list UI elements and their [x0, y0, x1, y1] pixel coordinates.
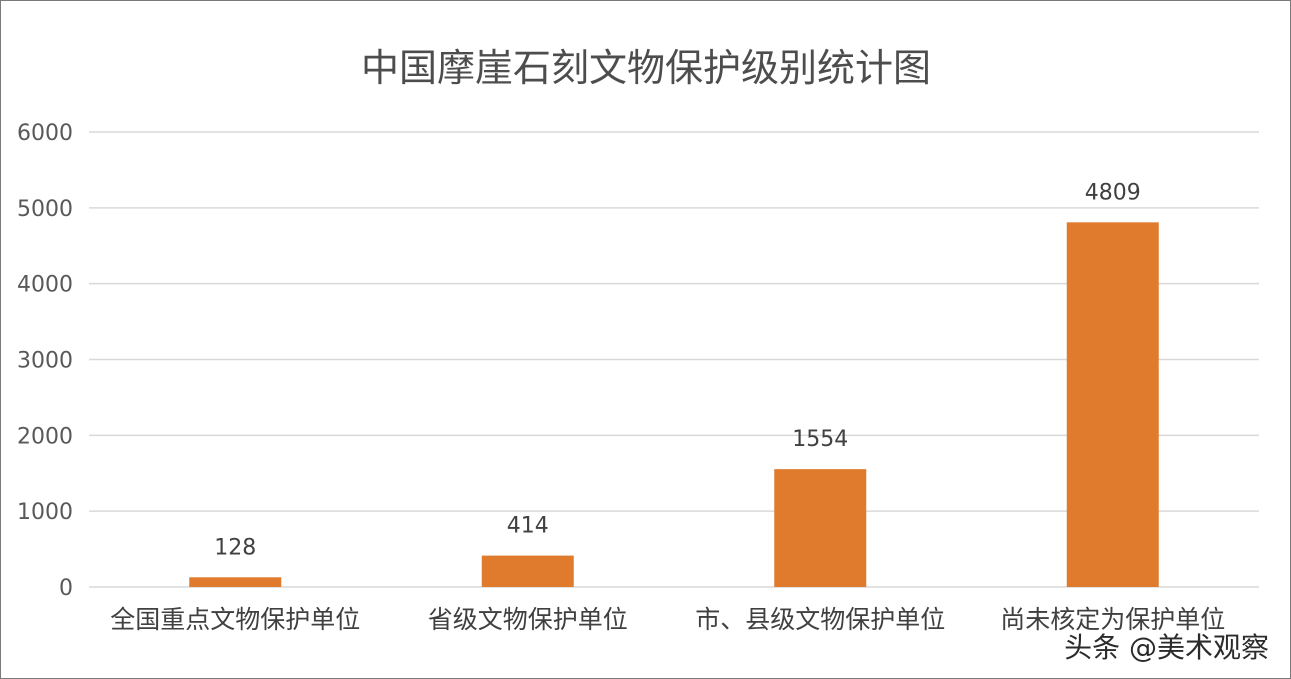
bar — [1066, 222, 1159, 587]
data-label: 1554 — [792, 427, 848, 452]
y-tick-label: 1000 — [17, 500, 73, 525]
data-labels: 128 414 1554 4809 — [214, 180, 1141, 560]
bar — [774, 469, 867, 587]
y-tick-label: 2000 — [17, 424, 73, 449]
x-tick-label: 市、县级文物保护单位 — [695, 605, 945, 634]
bar — [189, 577, 282, 587]
grid-lines — [89, 131, 1259, 588]
data-label: 414 — [507, 514, 549, 539]
y-tick-label: 6000 — [17, 121, 73, 146]
data-label: 128 — [214, 535, 256, 560]
y-tick-label: 0 — [59, 576, 73, 601]
x-tick-label: 尚未核定为保护单位 — [1000, 605, 1225, 634]
x-axis-tick-labels: 全国重点文物保护单位 省级文物保护单位 市、县级文物保护单位 尚未核定为保护单位 — [110, 605, 1225, 634]
x-tick-label: 全国重点文物保护单位 — [110, 605, 360, 634]
chart-title: 中国摩崖石刻文物保护级别统计图 — [361, 46, 931, 90]
y-tick-label: 3000 — [17, 349, 73, 374]
bar — [481, 555, 574, 587]
watermark: 头条 @美术观察 — [1064, 631, 1269, 664]
y-tick-label: 5000 — [17, 197, 73, 222]
x-tick-label: 省级文物保护单位 — [428, 605, 628, 634]
bars — [189, 222, 1159, 587]
y-axis-tick-labels: 0 1000 2000 3000 4000 5000 6000 — [17, 121, 73, 601]
data-label: 4809 — [1085, 180, 1141, 205]
y-tick-label: 4000 — [17, 273, 73, 298]
